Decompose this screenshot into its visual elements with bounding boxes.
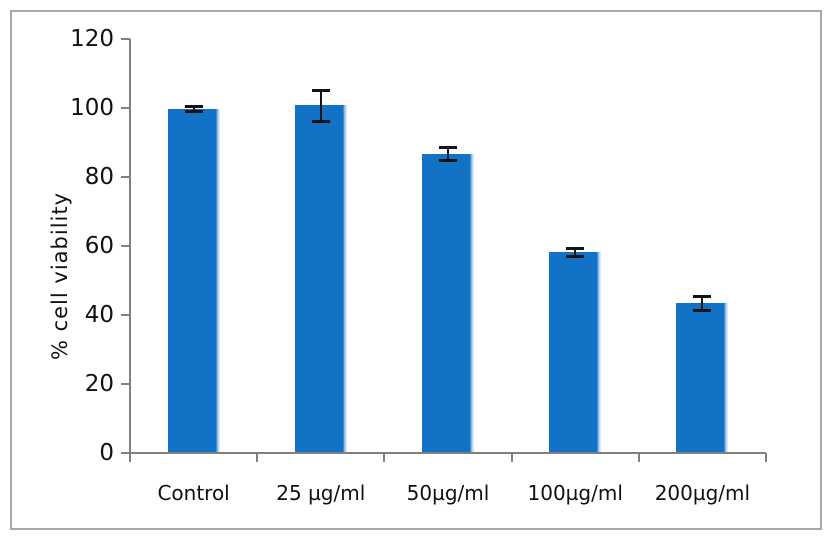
- x-tick-mark: [765, 453, 767, 462]
- y-tick-label: 80: [84, 164, 114, 190]
- x-tick-mark: [129, 453, 131, 462]
- y-tick-label: 120: [70, 26, 114, 52]
- x-tick-mark: [637, 453, 640, 462]
- y-tick-mark: [121, 383, 130, 385]
- y-tick-mark: [121, 38, 130, 40]
- error-bar-cap-top: [693, 295, 712, 299]
- bar: [167, 108, 220, 452]
- y-tick-mark: [121, 452, 130, 454]
- y-tick-mark: [121, 176, 130, 178]
- y-axis-line: [129, 39, 131, 454]
- error-bar-whisker: [701, 296, 704, 310]
- bar: [294, 105, 347, 452]
- x-tick-label: 100µg/ml: [527, 481, 623, 505]
- error-bar-whisker: [192, 105, 195, 112]
- error-bar-whisker: [319, 89, 322, 121]
- error-bar-cap-bottom: [566, 255, 585, 258]
- y-tick-label: 40: [84, 302, 114, 328]
- y-axis-title: % cell viability: [48, 191, 72, 361]
- x-tick-mark: [510, 453, 513, 462]
- error-bar-cap-bottom: [184, 110, 203, 114]
- y-tick-mark: [121, 245, 130, 247]
- error-bar-whisker: [574, 247, 577, 256]
- error-bar-cap-top: [311, 88, 330, 92]
- bar: [676, 302, 729, 452]
- error-bar-cap-top: [439, 146, 457, 150]
- bar: [422, 153, 474, 452]
- y-tick-label: 60: [84, 233, 114, 259]
- x-tick-mark: [256, 453, 259, 462]
- y-tick-mark: [121, 314, 130, 316]
- x-tick-label: 200µg/ml: [654, 481, 751, 505]
- y-tick-mark: [121, 107, 130, 109]
- error-bar-cap-top: [566, 246, 585, 250]
- y-tick-label: 100: [70, 95, 114, 121]
- x-tick-mark: [383, 453, 386, 462]
- error-bar-cap-bottom: [693, 308, 712, 312]
- x-tick-label: 50µg/ml: [406, 481, 490, 505]
- bar: [549, 251, 602, 452]
- error-bar-whisker: [447, 147, 449, 160]
- error-bar-cap-top: [184, 104, 203, 108]
- x-tick-label: 25 µg/ml: [276, 481, 366, 505]
- y-tick-label: 20: [84, 371, 114, 397]
- y-tick-label: 0: [99, 440, 114, 466]
- error-bar-cap-bottom: [439, 158, 457, 162]
- error-bar-cap-bottom: [311, 119, 330, 123]
- x-axis-line: [129, 452, 766, 454]
- x-tick-label: Control: [157, 481, 230, 505]
